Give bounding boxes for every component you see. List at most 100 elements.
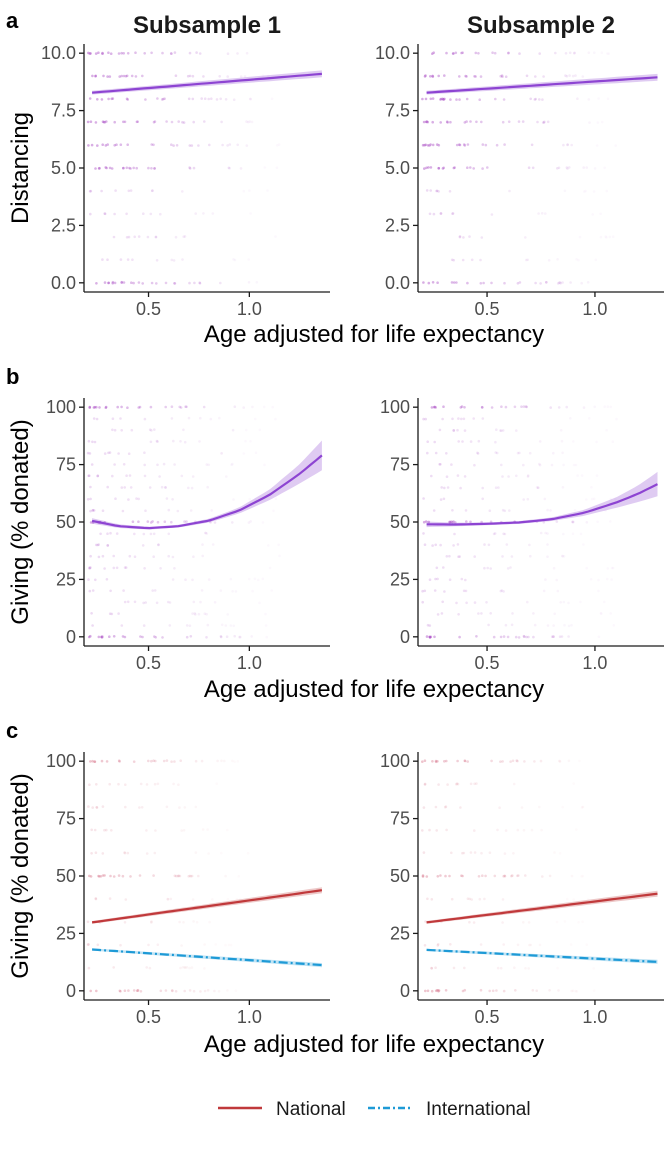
data-point	[423, 543, 427, 546]
data-point	[445, 51, 448, 55]
data-point	[469, 440, 473, 443]
data-point	[121, 509, 125, 513]
data-point	[180, 474, 184, 478]
data-point	[510, 555, 514, 558]
data-point	[445, 452, 448, 455]
y-tick-label: 0	[66, 627, 76, 647]
data-point	[460, 874, 463, 877]
data-point	[570, 989, 573, 993]
data-point	[155, 259, 159, 262]
data-point	[165, 120, 168, 123]
data-point	[437, 166, 441, 170]
data-point	[223, 759, 226, 763]
data-point	[101, 143, 104, 146]
data-point	[474, 51, 478, 55]
data-point	[456, 543, 460, 546]
data-point	[150, 51, 153, 55]
x-axis-label-b: Age adjusted for life expectancy	[204, 676, 544, 703]
data-point	[522, 828, 526, 832]
data-point	[446, 783, 449, 786]
data-point	[247, 281, 251, 284]
data-point	[537, 212, 540, 215]
data-point	[264, 612, 267, 616]
data-point	[120, 51, 123, 55]
data-point	[511, 759, 515, 763]
data-point	[164, 486, 167, 489]
data-point	[503, 874, 507, 878]
y-tick-label: 2.5	[385, 215, 410, 235]
data-point	[546, 120, 550, 124]
data-point	[231, 590, 234, 593]
data-point	[587, 98, 591, 101]
data-point	[558, 759, 561, 763]
data-point	[435, 829, 439, 832]
data-point	[115, 566, 119, 570]
data-point	[529, 554, 532, 558]
data-point	[606, 577, 609, 581]
data-point	[115, 143, 118, 146]
data-point	[601, 120, 604, 124]
data-point	[570, 623, 573, 627]
data-point	[538, 440, 542, 443]
data-point	[599, 235, 603, 239]
data-point	[134, 75, 138, 78]
data-point	[592, 190, 596, 193]
data-point	[563, 920, 567, 923]
data-point	[515, 429, 518, 432]
data-point	[91, 759, 94, 763]
data-point	[462, 143, 466, 146]
data-point	[274, 417, 277, 421]
data-point	[481, 497, 485, 501]
data-point	[504, 623, 508, 627]
data-point	[458, 75, 461, 78]
data-point	[265, 635, 269, 639]
data-point	[568, 166, 571, 169]
data-point	[190, 966, 194, 969]
data-point	[112, 566, 116, 570]
data-point	[440, 486, 444, 489]
data-point	[123, 851, 126, 854]
data-point	[167, 508, 171, 512]
data-point	[595, 144, 599, 147]
data-point	[108, 612, 112, 615]
data-point	[88, 405, 92, 409]
data-point	[186, 74, 190, 78]
data-point	[143, 567, 146, 570]
data-point	[436, 989, 440, 992]
data-point	[476, 451, 479, 455]
data-point	[127, 452, 131, 456]
data-point	[450, 897, 454, 901]
data-point	[159, 212, 162, 216]
data-point	[203, 97, 207, 100]
data-point	[146, 520, 150, 523]
data-point	[544, 578, 547, 581]
data-point	[178, 405, 181, 409]
data-point	[191, 578, 194, 582]
y-tick-label: 75	[390, 455, 410, 475]
data-point	[117, 612, 120, 615]
data-point	[192, 920, 195, 923]
data-point	[126, 143, 129, 146]
data-point	[498, 806, 501, 809]
data-point	[502, 635, 506, 638]
data-point	[458, 555, 462, 558]
data-point	[516, 943, 520, 947]
data-point	[104, 166, 107, 169]
data-point	[500, 405, 503, 409]
data-point	[226, 52, 230, 55]
data-point	[96, 474, 99, 478]
data-point	[87, 966, 91, 970]
data-point	[437, 143, 441, 147]
data-point	[224, 98, 228, 101]
data-point	[100, 635, 103, 639]
data-point	[501, 760, 504, 763]
data-point	[429, 143, 432, 146]
data-point	[556, 258, 559, 261]
data-point	[489, 520, 493, 524]
data-point	[431, 544, 434, 547]
data-point	[605, 236, 608, 239]
data-point	[444, 805, 448, 808]
data-point	[125, 236, 129, 239]
data-point	[176, 874, 180, 878]
data-point	[124, 74, 128, 78]
